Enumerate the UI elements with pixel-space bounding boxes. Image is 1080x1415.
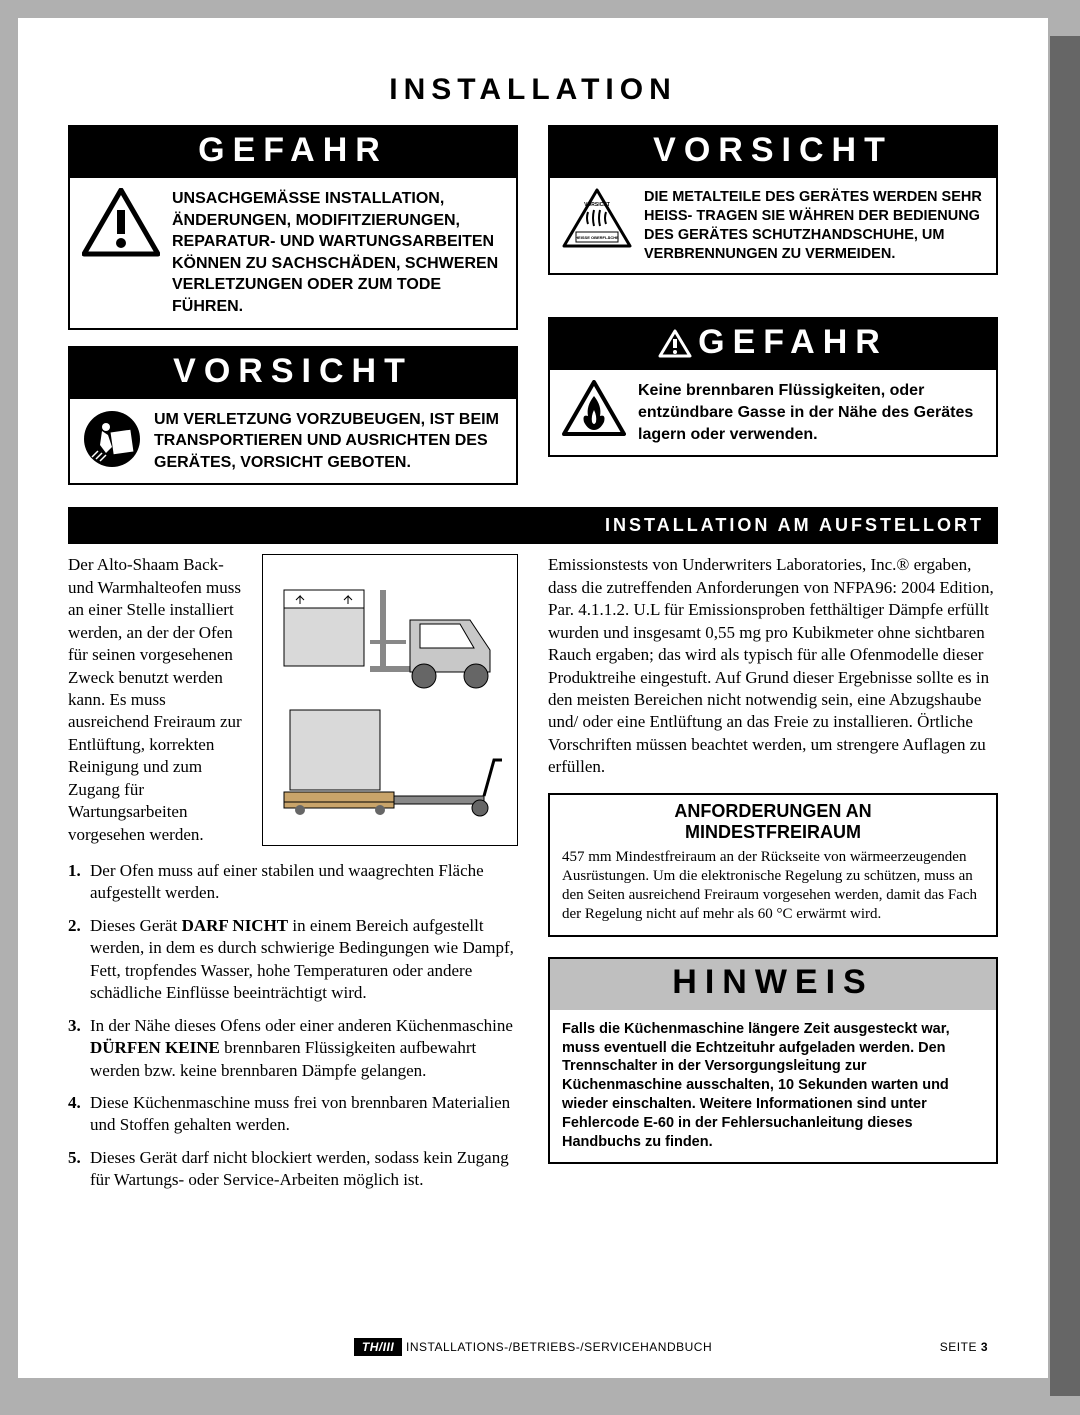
footer-text: INSTALLATIONS-/BETRIEBS-/SERVICEHANDBUCH [402, 1340, 712, 1354]
clearance-text: 457 mm Mindestfreiraum an der Rückseite … [562, 848, 984, 925]
danger-text: UNSACHGEMÄSSE INSTALLATION, ÄNDERUNGEN, … [172, 188, 504, 318]
danger-label-text: GEFAHR [698, 323, 888, 362]
caution-label: VORSICHT [550, 127, 996, 178]
warning-triangle-icon [658, 326, 692, 360]
hinweis-text: Falls die Küchenmaschine längere Zeit au… [562, 1020, 984, 1152]
hot-surface-icon: VORSICHT HEISSE OBERFLÄCHE [562, 188, 632, 252]
footer-tag: TH/III [354, 1338, 402, 1356]
list-item: Dieses Gerät DARF NICHT in einem Bereich… [68, 915, 518, 1005]
danger-label: GEFAHR [550, 319, 996, 370]
two-column-layout: GEFAHR UNSACHGEMÄSSE INSTALLATION, ÄNDER… [68, 125, 998, 501]
list-item: Dieses Gerät darf nicht blockiert werden… [68, 1147, 518, 1192]
danger-box-flammable: GEFAHR Keine brennbaren Flüssigkeiten, o… [548, 317, 998, 457]
list-item: In der Nähe dieses Ofens oder einer ande… [68, 1015, 518, 1082]
page: INSTALLATION GEFAHR UNSACHGEMÄSSE INSTAL… [18, 18, 1048, 1378]
subsection-bar: INSTALLATION AM AUFSTELLORT [68, 507, 998, 544]
installation-requirements-list: Der Ofen muss auf einer stabilen und waa… [68, 860, 518, 1192]
emissions-paragraph: Emissionstests von Underwriters Laborato… [548, 554, 998, 778]
forklift-illustration [262, 554, 518, 846]
page-footer: TH/III INSTALLATIONS-/BETRIEBS-/SERVICEH… [18, 1340, 1048, 1354]
danger-box-improper-install: GEFAHR UNSACHGEMÄSSE INSTALLATION, ÄNDER… [68, 125, 518, 330]
caution-hot-text: DIE METALTEILE DES GERÄTES WERDEN SEHR H… [644, 188, 984, 263]
page-number: SEITE 3 [940, 1340, 988, 1354]
fire-hazard-icon [562, 380, 626, 438]
svg-text:VORSICHT: VORSICHT [584, 202, 610, 208]
clearance-title: ANFORDERUNGEN ANMINDESTFREIRAUM [562, 801, 984, 844]
lower-columns: Der Alto-Shaam Back- und Warmhalteofen m… [68, 554, 998, 1201]
clearance-requirements-box: ANFORDERUNGEN ANMINDESTFREIRAUM 457 mm M… [548, 793, 998, 937]
right-column-top: VORSICHT VORSICHT HEISSE OBERFLÄCHE DIE … [548, 125, 998, 501]
side-tab [1050, 36, 1080, 1396]
caution-box-transport: VORSICHT UM VERLETZUNG VORZUBEUGEN, IST … [68, 346, 518, 486]
list-item: Diese Küchenmaschine muss frei von brenn… [68, 1092, 518, 1137]
hinweis-label: HINWEIS [550, 959, 996, 1010]
caution-text: UM VERLETZUNG VORZUBEUGEN, IST BEIM TRAN… [154, 409, 504, 474]
danger-flammable-text: Keine brennbaren Flüssigkeiten, oder ent… [638, 380, 984, 445]
left-column: GEFAHR UNSACHGEMÄSSE INSTALLATION, ÄNDER… [68, 125, 518, 501]
list-item: Der Ofen muss auf einer stabilen und waa… [68, 860, 518, 905]
intro-paragraph: Der Alto-Shaam Back- und Warmhalteofen m… [68, 554, 248, 846]
svg-text:HEISSE OBERFLÄCHE: HEISSE OBERFLÄCHE [575, 235, 619, 240]
left-lower: Der Alto-Shaam Back- und Warmhalteofen m… [68, 554, 518, 1201]
notice-box-hinweis: HINWEIS Falls die Küchenmaschine längere… [548, 957, 998, 1164]
caution-label: VORSICHT [70, 348, 516, 399]
danger-label: GEFAHR [70, 127, 516, 178]
warning-triangle-icon [82, 188, 160, 258]
lifting-person-icon [82, 409, 142, 469]
caution-box-hot-surface: VORSICHT VORSICHT HEISSE OBERFLÄCHE DIE … [548, 125, 998, 275]
right-lower: Emissionstests von Underwriters Laborato… [548, 554, 998, 1201]
section-title: INSTALLATION [68, 73, 998, 107]
